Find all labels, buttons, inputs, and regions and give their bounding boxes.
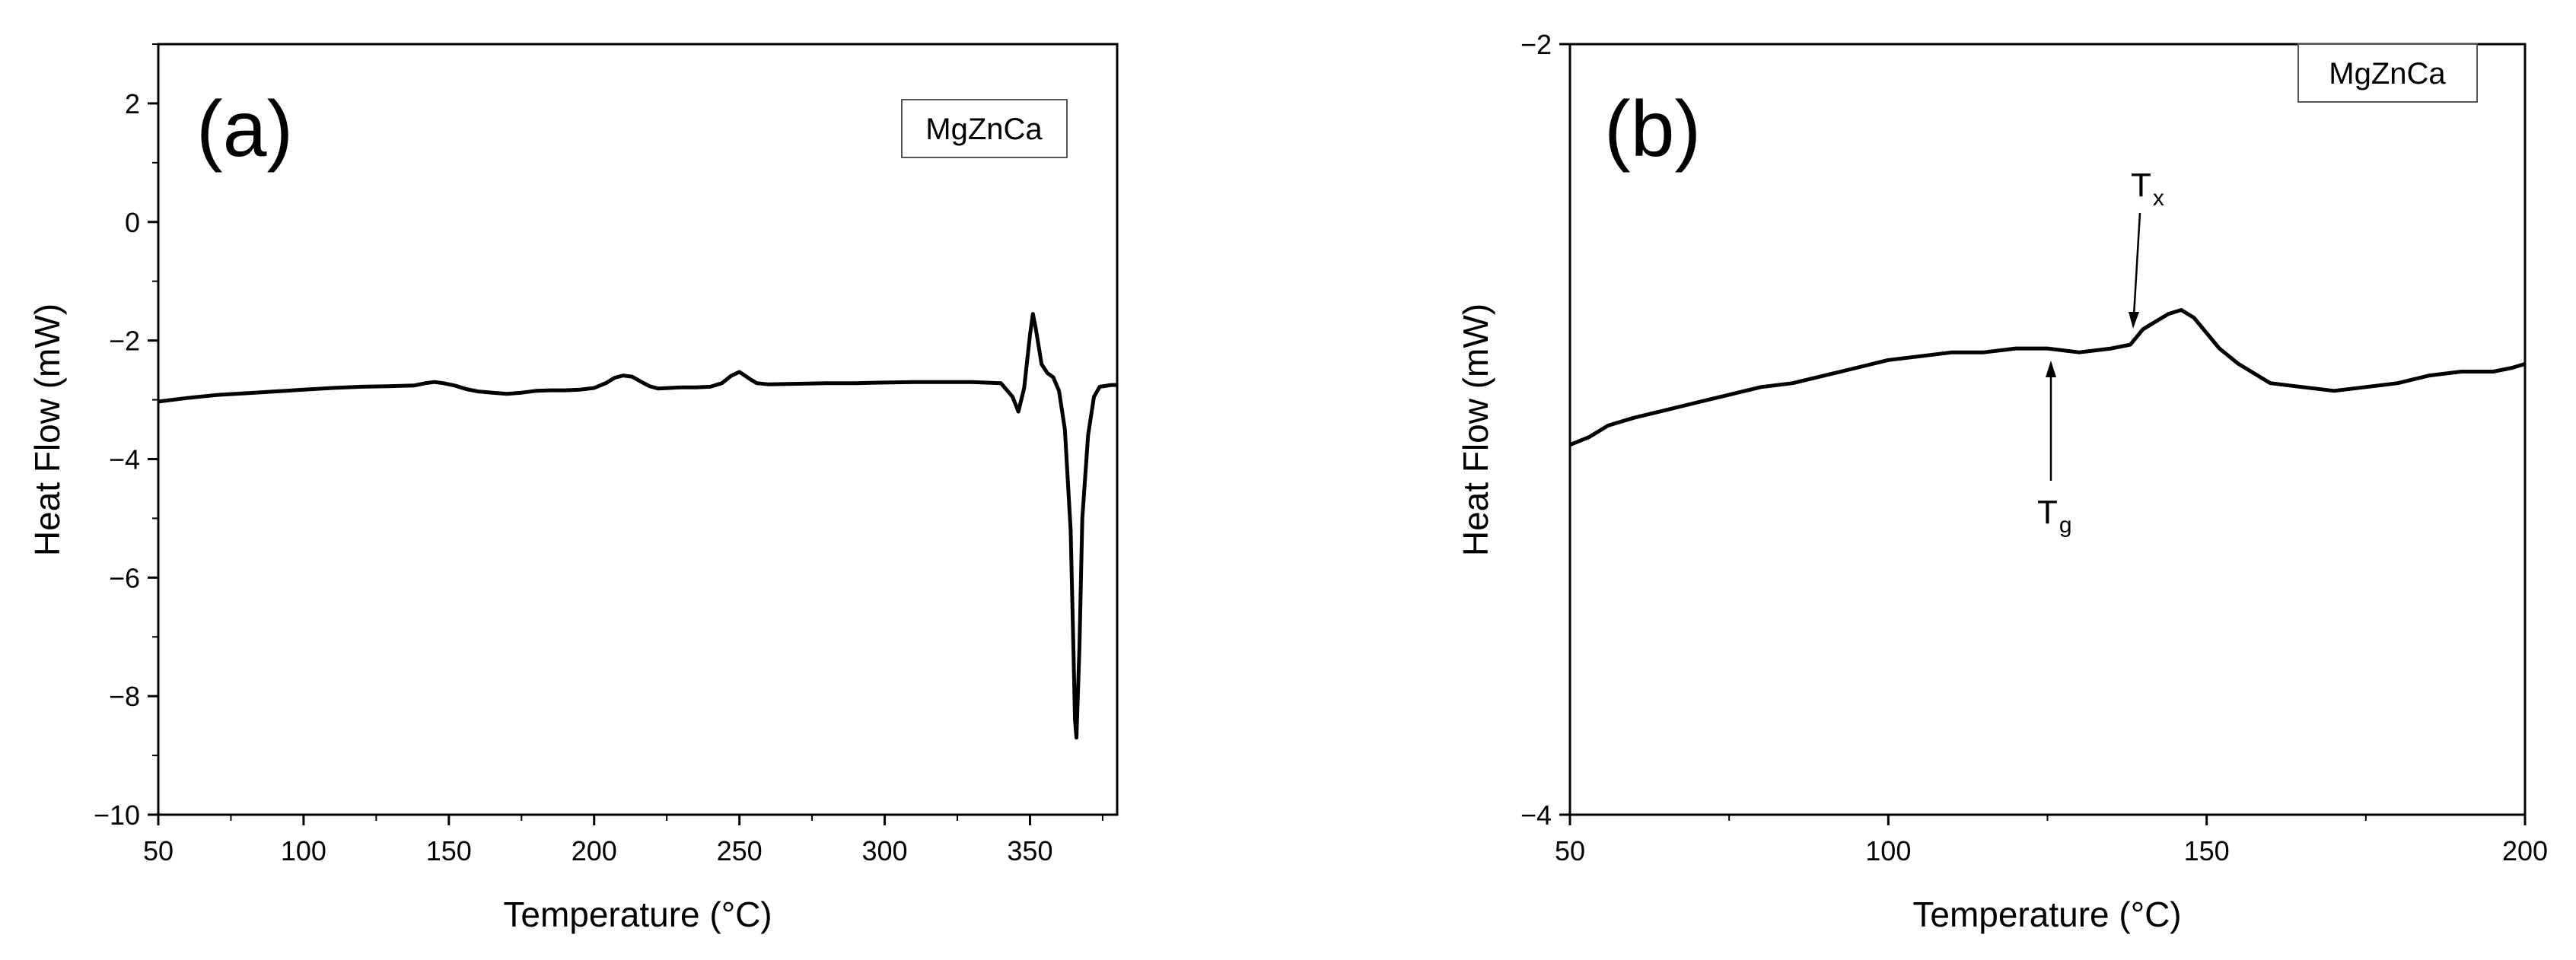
x-tick-label: 200 [2502,835,2548,866]
panel-a-legend-text: MgZnCa [925,113,1043,146]
panel-a-plot-frame [157,43,1119,816]
panel-b-plot-frame [1568,43,2527,816]
x-tick-label: 350 [1007,835,1052,866]
panel-a-tick-labels: 50 100 150 200 250 300 350 −10 −8 −6 −4 −2 0 2 [94,88,1053,866]
y-tick-label: −4 [109,443,140,475]
panel-b-x-axis-title: Temperature (°C) [1912,895,2181,934]
panel-b-legend-box [2297,43,2478,103]
x-tick-label: 50 [143,835,174,866]
panel-b-ticks [1559,43,2527,825]
x-tick-label: 250 [717,835,763,866]
x-tick-label: 100 [1865,835,1911,866]
y-tick-label: 2 [125,88,140,119]
x-tick-label: 300 [862,835,908,866]
panel-a-y-axis-title: Heat Flow (mW) [27,304,67,556]
panel-a-ticks [148,43,1103,825]
annotation-tx-label: Tx [2131,167,2164,211]
annotation-tg: Tg [2037,361,2072,538]
panel-a-series-line [158,312,1117,740]
y-tick-label: −2 [1520,29,1552,60]
x-tick-label: 100 [281,835,326,866]
panel-b: 50 100 150 200 −4 −2 (b) MgZnCa Temperature (… [1456,29,2548,934]
panel-b-y-axis-title: Heat Flow (mW) [1456,304,1495,556]
annotation-tx: Tx [2129,167,2164,329]
x-tick-label: 200 [572,835,617,866]
x-tick-label: 150 [2184,835,2230,866]
panel-b-label: (b) [1604,85,1701,173]
annotation-tx-arrow-shaft [2132,212,2141,316]
panel-b-tick-labels: 50 100 150 200 −4 −2 [1520,29,2548,866]
y-tick-label: 0 [125,207,140,238]
x-tick-label: 50 [1555,835,1585,866]
panel-b-series-line [1569,308,2526,447]
panel-a-legend-box [901,99,1068,158]
panel-b-legend-text: MgZnCa [2329,57,2446,91]
annotation-tg-arrowhead [2046,361,2056,377]
y-tick-label: −4 [1520,799,1552,831]
panel-a-x-axis-title: Temperature (°C) [503,895,772,934]
y-tick-label: −10 [94,799,140,831]
panel-a-label: (a) [196,85,293,173]
y-tick-label: −8 [109,681,140,712]
annotation-tg-label: Tg [2037,494,2072,538]
annotation-tx-arrowhead [2129,312,2139,329]
y-tick-label: −2 [109,326,140,357]
x-tick-label: 150 [426,835,472,866]
panel-a: 50 100 150 200 250 300 350 −10 −8 −6 −4 −2 0 2 (a) Mg… [27,43,1119,934]
y-tick-label: −6 [109,562,140,593]
